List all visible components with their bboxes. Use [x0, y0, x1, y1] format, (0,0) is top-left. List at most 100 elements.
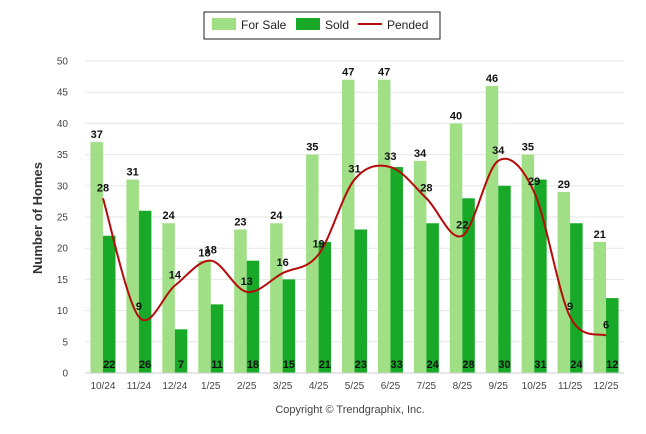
y-tick-label: 10: [57, 306, 69, 317]
label-sold: 22: [103, 359, 115, 371]
label-sold: 26: [139, 359, 151, 371]
bar-sold: [246, 260, 260, 373]
label-sold: 15: [283, 359, 295, 371]
label-for-sale: 47: [342, 67, 354, 79]
bar-for-sale: [198, 260, 211, 373]
label-pended: 9: [567, 301, 573, 313]
bars: [90, 79, 619, 374]
bar-sold: [534, 179, 547, 373]
label-for-sale: 46: [486, 73, 498, 85]
y-tick-label: 5: [62, 337, 68, 348]
label-for-sale: 18: [198, 248, 210, 260]
label-sold: 33: [391, 359, 403, 371]
label-for-sale: 47: [378, 67, 390, 79]
label-sold: 11: [211, 359, 223, 371]
bar-sold: [138, 210, 152, 373]
bar-for-sale: [413, 160, 427, 373]
label-pended: 9: [136, 301, 142, 313]
y-tick-label: 30: [57, 181, 69, 192]
y-tick-label: 20: [57, 244, 69, 255]
bar-for-sale: [162, 223, 175, 373]
y-tick-label: 40: [57, 119, 69, 130]
x-tick-label: 5/25: [345, 381, 365, 392]
label-pended: 34: [492, 145, 505, 157]
bar-sold: [498, 185, 511, 373]
label-for-sale: 24: [162, 210, 175, 222]
bar-for-sale: [342, 79, 355, 373]
label-pended: 28: [420, 182, 432, 194]
legend-box: [203, 11, 441, 40]
label-pended: 33: [384, 151, 396, 163]
y-tick-label: 50: [57, 57, 69, 68]
bar-sold: [390, 167, 403, 373]
bar-sold: [282, 279, 296, 373]
label-pended: 22: [456, 220, 468, 232]
legend-swatch-sold: [296, 18, 320, 30]
bar-for-sale: [521, 154, 535, 373]
label-for-sale: 31: [127, 167, 139, 179]
bar-sold: [354, 229, 367, 373]
label-sold: 21: [319, 359, 331, 371]
label-for-sale: 21: [594, 229, 606, 241]
pended-line: [102, 157, 607, 337]
y-tick-label: 0: [62, 369, 68, 380]
label-for-sale: 37: [91, 129, 103, 141]
x-tick-label: 6/25: [381, 381, 401, 392]
bar-for-sale: [557, 192, 571, 373]
label-pended: 29: [528, 176, 540, 188]
label-pended: 6: [603, 320, 609, 332]
label-for-sale: 35: [522, 142, 534, 154]
label-sold: 7: [178, 359, 184, 371]
y-tick-label: 25: [57, 213, 69, 224]
legend: For Sale Sold Pended: [203, 11, 441, 40]
x-tick-label: 8/25: [453, 381, 473, 392]
label-for-sale: 34: [414, 148, 427, 160]
x-axis-ticks: 10/24 11/24 12/24 1/25 2/25 3/25 4/25 5/25 6/25 7…: [90, 381, 619, 392]
data-labels: 37 22 31 26 24 7 18 11 23 18 24 15 35 21 47 23 47 33 34 24 4…: [91, 67, 619, 371]
bar-for-sale: [449, 123, 463, 374]
bar-for-sale: [90, 142, 103, 373]
x-tick-label: 4/25: [309, 381, 329, 392]
y-tick-label: 35: [57, 150, 69, 161]
bar-for-sale: [593, 241, 607, 373]
label-for-sale: 24: [270, 210, 283, 222]
y-tick-label: 15: [57, 275, 69, 286]
copyright-footer: Copyright © Trendgraphix, Inc.: [275, 404, 424, 416]
x-tick-label: 10/24: [90, 381, 115, 392]
bar-sold: [426, 223, 439, 373]
x-tick-label: 1/25: [201, 381, 221, 392]
bar-for-sale: [126, 179, 139, 373]
bar-for-sale: [377, 79, 391, 373]
label-sold: 28: [462, 359, 474, 371]
x-tick-label: 11/24: [127, 381, 152, 392]
x-tick-label: 11/25: [558, 381, 583, 392]
y-tick-label: 45: [57, 88, 69, 99]
label-pended: 18: [205, 245, 217, 257]
x-tick-label: 3/25: [273, 381, 293, 392]
x-tick-label: 12/25: [594, 381, 619, 392]
label-sold: 18: [247, 359, 259, 371]
legend-label-sold: Sold: [325, 18, 349, 32]
bar-sold: [210, 304, 224, 373]
bar-for-sale: [234, 229, 247, 373]
label-pended: 31: [348, 164, 360, 176]
label-sold: 24: [570, 359, 583, 371]
label-for-sale: 40: [450, 110, 462, 122]
y-axis-ticks: 0 5 10 15 20 25 30 35 40 45 50: [57, 57, 69, 380]
bar-sold: [462, 198, 475, 373]
label-sold: 12: [606, 359, 618, 371]
y-axis-label: Number of Homes: [30, 162, 45, 274]
label-pended: 16: [277, 257, 289, 269]
bar-sold: [318, 241, 332, 373]
bar-sold: [102, 235, 116, 373]
bar-sold: [570, 223, 583, 373]
bar-sold: [174, 329, 188, 373]
label-pended: 19: [312, 238, 324, 250]
bar-for-sale: [306, 154, 319, 373]
label-for-sale: 29: [558, 179, 570, 191]
label-pended: 28: [97, 182, 109, 194]
bar-for-sale: [485, 85, 499, 374]
label-for-sale: 23: [234, 216, 246, 228]
label-sold: 30: [498, 359, 510, 371]
